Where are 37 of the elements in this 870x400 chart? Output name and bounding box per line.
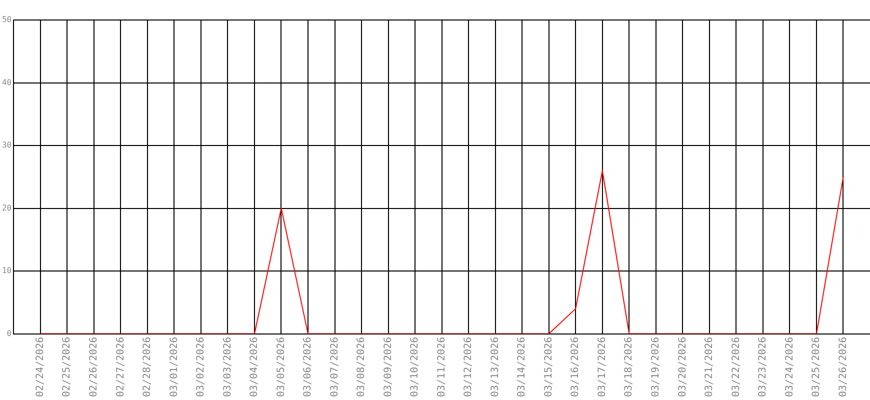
x-tick-label: 03/10/2026 — [410, 336, 421, 398]
x-tick-label: 03/21/2026 — [704, 336, 716, 398]
y-tick-label: 50 — [2, 15, 12, 24]
x-tick-label: 02/27/2026 — [115, 336, 126, 398]
x-tick-label: 03/12/2026 — [463, 336, 474, 398]
x-tick-label: 03/13/2026 — [490, 336, 501, 398]
x-tick-label: 03/09/2026 — [382, 336, 394, 398]
x-tick-label: 03/24/2026 — [784, 336, 796, 398]
y-tick-label: 30 — [2, 140, 12, 150]
x-tick-label: 03/15/2026 — [543, 336, 554, 398]
x-tick-label: 03/18/2026 — [624, 336, 635, 398]
x-tick-label: 02/28/2026 — [142, 336, 154, 398]
x-tick-label: 03/04/2026 — [249, 336, 260, 398]
x-tick-label: 03/26/2026 — [838, 336, 849, 398]
x-tick-label: 03/05/2026 — [276, 336, 287, 398]
x-tick-label: 03/07/2026 — [329, 336, 340, 398]
x-tick-label: 03/16/2026 — [570, 336, 582, 398]
x-tick-label: 02/24/2026 — [34, 336, 46, 398]
x-tick-label: 03/19/2026 — [650, 336, 662, 398]
x-tick-label: 03/20/2026 — [677, 336, 688, 398]
y-tick-label: 10 — [2, 266, 12, 276]
x-tick-label: 03/06/2026 — [302, 336, 314, 398]
y-tick-label: 40 — [2, 78, 12, 87]
y-tick-label: 0 — [6, 328, 12, 338]
x-tick-label: 03/08/2026 — [356, 336, 368, 398]
x-tick-label: 03/02/2026 — [196, 336, 207, 398]
x-tick-label: 03/01/2026 — [168, 336, 180, 398]
x-tick-label: 02/25/2026 — [62, 336, 73, 398]
x-tick-label: 03/25/2026 — [811, 336, 822, 398]
x-tick-label: 03/14/2026 — [516, 336, 528, 398]
x-tick-label: 02/26/2026 — [88, 336, 100, 398]
x-tick-label: 03/17/2026 — [596, 336, 608, 398]
x-tick-label: 03/22/2026 — [730, 336, 742, 398]
x-tick-label: 03/03/2026 — [222, 336, 234, 398]
x-tick-label: 03/23/2026 — [758, 336, 769, 398]
x-tick-label: 03/11/2026 — [436, 336, 448, 398]
y-tick-label: 20 — [2, 203, 12, 212]
